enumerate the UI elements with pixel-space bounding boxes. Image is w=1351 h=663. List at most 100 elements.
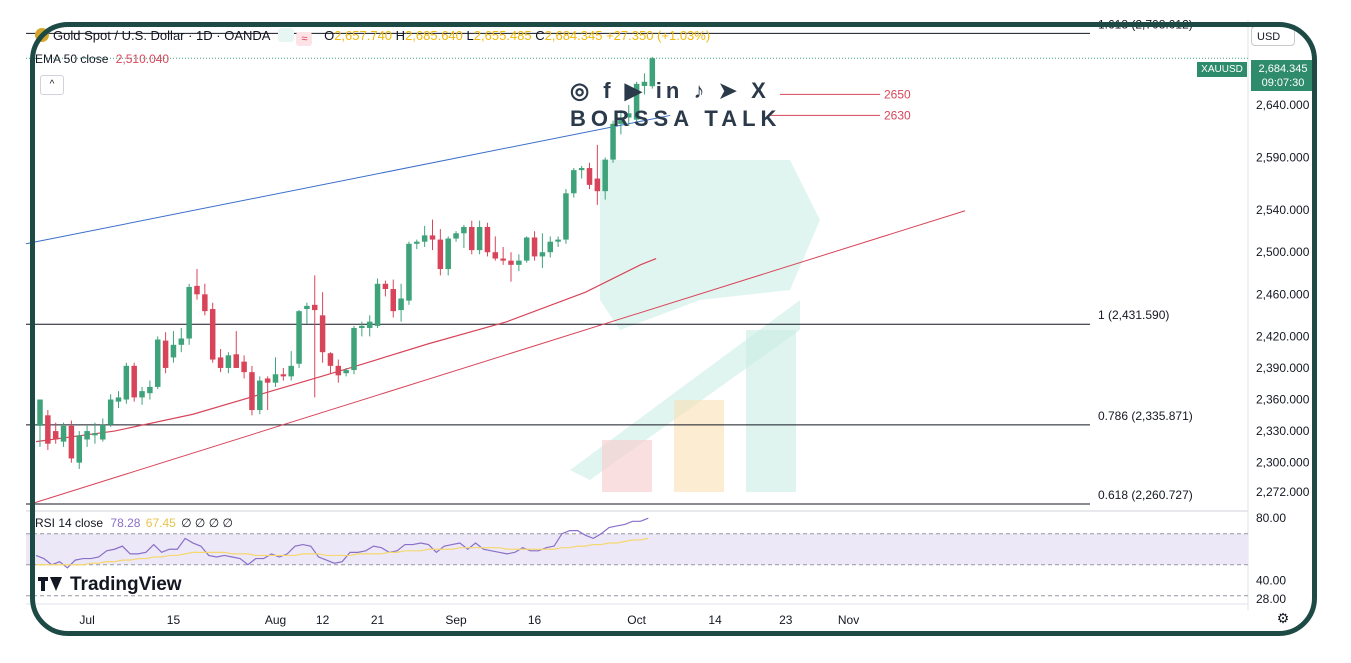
symbol-price-tag: XAUUSD bbox=[1197, 62, 1247, 77]
rsi-ma-line bbox=[36, 537, 649, 566]
gold-symbol-icon bbox=[35, 28, 49, 42]
settings-gear-icon[interactable]: ⚙ bbox=[1276, 610, 1290, 626]
candle-body bbox=[186, 286, 192, 339]
candle-body bbox=[594, 178, 601, 192]
candle-body bbox=[398, 298, 404, 311]
candle-body bbox=[92, 433, 98, 436]
candle-body bbox=[319, 315, 326, 353]
ohlc-open-label: O bbox=[324, 28, 335, 43]
candle-body bbox=[209, 309, 216, 360]
candle-body bbox=[241, 361, 247, 373]
rsi-value: 78.28 bbox=[110, 516, 141, 530]
watermark-name: BORSSA TALK bbox=[570, 106, 782, 131]
price-axis-tick-label: 2,360.000 bbox=[1256, 393, 1310, 407]
ema-legend[interactable]: EMA 50 close 2,510.040 bbox=[35, 52, 169, 66]
candle-body bbox=[272, 374, 279, 383]
candle-body bbox=[539, 252, 546, 257]
candle-body bbox=[461, 226, 467, 234]
candle-body bbox=[107, 399, 114, 425]
price-axis-tick-label: 2,590.000 bbox=[1256, 151, 1310, 165]
candle-body bbox=[280, 374, 287, 377]
candle-body bbox=[312, 304, 318, 311]
time-axis-tick-label: 23 bbox=[779, 613, 793, 627]
candle-body bbox=[327, 353, 334, 366]
support-level-label: 2650 bbox=[884, 87, 911, 101]
candle-body bbox=[508, 260, 514, 265]
collapse-legend-button[interactable]: ^ bbox=[40, 75, 64, 95]
candle-body bbox=[123, 365, 130, 400]
candle-body bbox=[429, 235, 436, 240]
symbol-header[interactable]: Gold Spot / U.S. Dollar · 1D · OANDA ≈ O2… bbox=[35, 28, 710, 46]
tradingview-mark-icon bbox=[38, 577, 64, 591]
ohlc-readout: O2,657.740 H2,685.640 L2,655.485 C2,684.… bbox=[324, 28, 710, 43]
ohlc-open-value: 2,657.740 bbox=[334, 28, 393, 43]
ema-value: 2,510.040 bbox=[115, 52, 170, 66]
candle-body bbox=[60, 425, 67, 442]
candle-body bbox=[343, 370, 349, 374]
candle-body bbox=[45, 415, 51, 444]
fib-level-label: 0.786 (2,335.871) bbox=[1098, 409, 1193, 423]
support-level-label: 2630 bbox=[884, 108, 911, 122]
candle-body bbox=[225, 355, 232, 368]
candle-body bbox=[453, 233, 459, 239]
currency-selector[interactable]: USD bbox=[1251, 26, 1295, 46]
candle-body bbox=[52, 431, 59, 440]
rsi-legend[interactable]: RSI 14 close 78.28 67.45 ∅ ∅ ∅ ∅ bbox=[35, 516, 233, 530]
candle-body bbox=[445, 238, 451, 270]
tradingview-wordmark: TradingView bbox=[70, 574, 182, 595]
time-axis-tick-label: Aug bbox=[265, 613, 286, 627]
candle-body bbox=[374, 283, 381, 326]
candle-body bbox=[555, 239, 561, 242]
candle-body bbox=[390, 289, 396, 312]
candle-body bbox=[602, 159, 608, 192]
candle-body bbox=[610, 123, 616, 160]
candle-body bbox=[115, 397, 122, 402]
candle-body bbox=[421, 235, 428, 242]
candle-body bbox=[618, 117, 624, 124]
ohlc-high-label: H bbox=[395, 28, 406, 43]
candle-body bbox=[641, 81, 648, 86]
rsi-line bbox=[35, 517, 649, 569]
rsi-ma-value: 67.45 bbox=[145, 516, 176, 530]
candle-body bbox=[578, 168, 585, 171]
watermark-logo-arrow bbox=[570, 300, 800, 480]
candle-body bbox=[414, 241, 420, 244]
rsi-axis-tick-label: 28.00 bbox=[1256, 592, 1286, 606]
price-axis-tick-label: 2,420.000 bbox=[1256, 329, 1310, 343]
ohlc-high-value: 2,685.640 bbox=[405, 28, 463, 43]
price-axis-tick-label: 2,500.000 bbox=[1256, 245, 1310, 259]
candle-body bbox=[382, 283, 389, 290]
candle-body bbox=[170, 344, 177, 358]
candle-body bbox=[547, 241, 553, 253]
watermark-logo-shape bbox=[600, 160, 820, 330]
tradingview-logo[interactable]: TradingView bbox=[38, 574, 182, 596]
candle-body bbox=[476, 226, 483, 251]
candle-body bbox=[68, 425, 75, 459]
candle-body bbox=[523, 237, 530, 261]
candle-body bbox=[162, 340, 169, 368]
ohlc-low-label: L bbox=[466, 28, 474, 43]
watermark-logo-bar2 bbox=[674, 400, 724, 492]
candle-body bbox=[406, 243, 412, 301]
ohlc-low-value: 2,655.485 bbox=[473, 28, 532, 43]
fib-level-label: 0.618 (2,260.727) bbox=[1098, 488, 1193, 502]
ohlc-change-value: +27.350 (+1.03%) bbox=[606, 28, 711, 43]
candle-body bbox=[217, 357, 224, 368]
fib-level-label: 1 (2,431.590) bbox=[1098, 308, 1169, 322]
time-axis-tick-label: 16 bbox=[528, 613, 542, 627]
lower-trendline bbox=[34, 210, 966, 504]
ema50-line bbox=[35, 257, 657, 443]
social-icons: ◎ f ▶ in ♪ ➤ X bbox=[570, 78, 770, 103]
candle-body bbox=[366, 321, 373, 328]
last-price-label: 2,684.345 09:07:30 bbox=[1251, 60, 1315, 91]
candle-body bbox=[437, 239, 444, 270]
candle-body bbox=[37, 399, 43, 426]
rsi-extra-values: ∅ ∅ ∅ ∅ bbox=[181, 516, 233, 530]
price-axis-tick-label: 2,300.000 bbox=[1256, 456, 1310, 470]
candle-body bbox=[131, 365, 137, 398]
candle-body bbox=[178, 338, 185, 345]
rsi-label: RSI 14 close bbox=[35, 516, 104, 530]
candle-body bbox=[335, 365, 342, 376]
